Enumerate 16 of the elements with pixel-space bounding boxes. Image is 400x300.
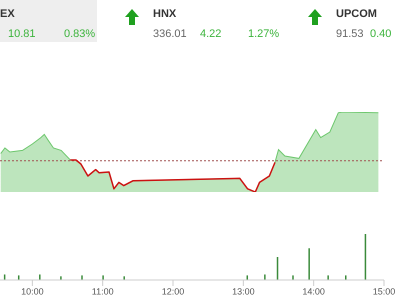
text: 0.83%	[64, 28, 96, 40]
text: UPCOM	[336, 8, 377, 20]
text: 1.27%	[248, 28, 280, 40]
text: 10.81	[8, 28, 36, 40]
x-tick-label: 15:00	[372, 286, 396, 296]
x-tick-label: 10:00	[21, 286, 44, 296]
text: HNX	[153, 8, 176, 20]
text: EX	[0, 8, 15, 20]
text: 91.53	[336, 28, 364, 40]
text: 336.01	[153, 28, 187, 40]
text: 4.22	[200, 28, 222, 40]
x-tick-label: 14:00	[302, 286, 325, 296]
text: 0.40	[370, 28, 392, 40]
x-tick-label: 12:00	[162, 286, 184, 296]
x-tick-label: 11:00	[92, 286, 114, 296]
x-tick-label: 13:00	[232, 286, 255, 296]
